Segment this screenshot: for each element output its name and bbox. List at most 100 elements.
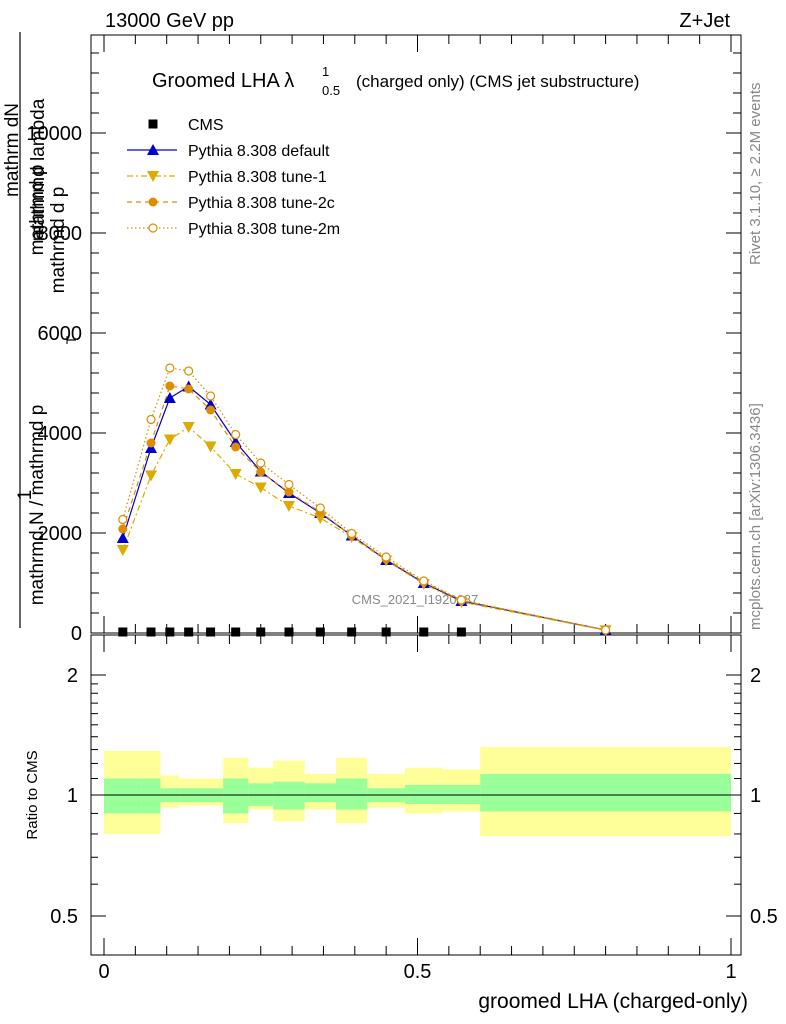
- series-point: [282, 501, 295, 512]
- y-label-top3-group: mathrmd lambda: [28, 98, 49, 241]
- y-label-top-group: mathrm dN: [2, 103, 23, 197]
- main-ytick-label: 6000: [38, 323, 83, 345]
- y-label-top3: mathrmd lambda: [28, 98, 49, 241]
- legend-marker: [147, 171, 159, 182]
- plot-title-sub: 0.5: [322, 83, 340, 98]
- y-label-den-group: mathrmd N / mathrmd p mathrmd p: [27, 165, 48, 606]
- series-point: [254, 482, 267, 494]
- cms-data-point: [231, 627, 241, 637]
- series-point: [347, 528, 357, 539]
- series-point: [116, 545, 129, 556]
- series-point: [184, 366, 194, 376]
- ratio-ylabel-group: Ratio to CMS: [24, 750, 41, 839]
- series-point: [145, 470, 158, 482]
- y-label-num: 1: [15, 490, 36, 501]
- series-point: [182, 422, 195, 433]
- series-point: [256, 458, 266, 468]
- y-axis-label: 1: [15, 490, 36, 501]
- ratio-inner-band: [442, 784, 481, 804]
- y-label-top2: mathrmd d p: [48, 187, 69, 294]
- series-point: [419, 576, 429, 586]
- cms-data-point: [284, 627, 294, 637]
- legend-marker: [148, 119, 158, 129]
- series-point: [315, 503, 325, 513]
- analysis-watermark: CMS_2021_I1920187: [352, 592, 479, 607]
- ratio-inner-band: [304, 783, 336, 803]
- main-ytick-label: 8000: [38, 223, 83, 245]
- plot-title-sup: 1: [322, 64, 329, 79]
- cms-data-point: [146, 627, 156, 637]
- legend-label: Pythia 8.308 tune-2m: [188, 221, 340, 238]
- legend-marker: [148, 197, 158, 207]
- cms-data-point: [456, 627, 466, 637]
- y-label-top: mathrm dN: [2, 103, 23, 197]
- x-tick-label: 1: [725, 961, 736, 983]
- ratio-axes: 0.5 0.5 1 1 2 2 0 0.5 1: [50, 35, 778, 983]
- legend-label: Pythia 8.308 default: [188, 143, 330, 160]
- legend-label: Pythia 8.308 tune-2c: [188, 195, 335, 212]
- series-point: [206, 405, 216, 415]
- main-ytick-label: 10000: [26, 123, 82, 145]
- ratio-ytick-label-right: 1: [750, 785, 761, 807]
- series-point: [231, 429, 241, 440]
- series-point: [284, 479, 294, 490]
- cms-data-point: [256, 627, 266, 637]
- ratio-inner-band: [141, 778, 161, 814]
- ratio-ytick-label-right: 0.5: [750, 906, 778, 928]
- series-point: [146, 414, 156, 425]
- y-label-mid: mathrmd p: [27, 165, 48, 256]
- series-line: [122, 367, 606, 631]
- y-label-den: mathrmd N / mathrmd p: [27, 405, 48, 606]
- legend-label: CMS: [188, 117, 224, 134]
- series-point: [163, 392, 176, 403]
- ratio-ytick-label: 0.5: [50, 906, 78, 928]
- ratio-inner-band: [273, 781, 305, 810]
- series-point: [118, 524, 128, 534]
- mcplots-label-group: mcplots.cern.ch [arXiv:1306.3436]: [747, 403, 764, 630]
- cms-data-point: [165, 627, 175, 637]
- cms-data-point: [419, 627, 429, 637]
- legend-label: Pythia 8.308 tune-1: [188, 169, 327, 186]
- series-point: [116, 532, 129, 543]
- series-point: [205, 391, 216, 401]
- x-tick-label: 0: [98, 961, 109, 983]
- main-ytick-label: 2000: [38, 523, 83, 545]
- series-point: [256, 467, 266, 477]
- ratio-ytick-label: 2: [67, 665, 78, 687]
- legend-marker: [148, 223, 158, 233]
- series-point: [231, 442, 241, 452]
- x-tick-label: 0.5: [404, 961, 432, 983]
- series-point: [165, 363, 175, 373]
- main-panel-frame: [90, 34, 742, 634]
- series-point: [184, 384, 194, 394]
- series-point: [284, 487, 294, 497]
- ratio-inner-band: [104, 778, 142, 814]
- mcplots-label: mcplots.cern.ch [arXiv:1306.3436]: [747, 403, 764, 630]
- series-point: [204, 441, 217, 453]
- energy-label: 13000 GeV pp: [105, 10, 234, 32]
- series-group: [116, 363, 612, 637]
- plot-title: Groomed LHA λ: [152, 70, 294, 92]
- rivet-label: Rivet 3.1.10, ≥ 2.2M events: [747, 83, 764, 266]
- ratio-y-label: Ratio to CMS: [24, 750, 41, 839]
- series-point: [314, 513, 327, 524]
- ratio-inner-band: [404, 784, 443, 804]
- cms-data-point: [347, 627, 357, 637]
- series-point: [146, 438, 156, 448]
- legend-marker: [147, 144, 159, 155]
- rivet-label-group: Rivet 3.1.10, ≥ 2.2M events: [747, 83, 764, 266]
- series-point: [229, 469, 242, 480]
- series-line: [122, 426, 606, 631]
- series-point: [456, 595, 466, 605]
- cms-data-point: [381, 627, 391, 637]
- series-point: [118, 514, 128, 525]
- legend: CMS Pythia 8.308 default Pythia 8.308 tune…: [127, 117, 340, 238]
- cms-data-point: [315, 627, 325, 637]
- main-ytick-label: 0: [71, 623, 82, 645]
- ratio-inner-band: [335, 778, 368, 810]
- series-point: [165, 381, 175, 391]
- cms-data-point: [184, 627, 194, 637]
- ratio-bands: [104, 746, 731, 837]
